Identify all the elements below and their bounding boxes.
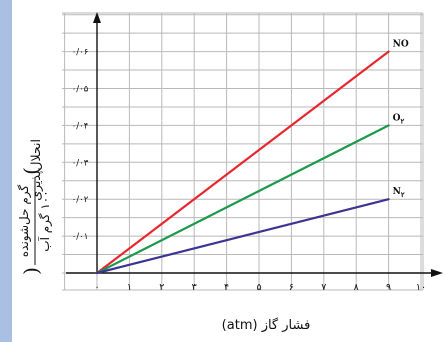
y-tick-label: ۰/۰۱ [72,232,89,242]
series-labels: NO O۲ N۲ [393,40,409,200]
x-axis-arrowhead [431,269,443,277]
y-axis-arrowhead [93,12,101,23]
x-tick-label: ۸ [354,282,359,293]
x-tick-label: ۴ [224,282,229,293]
y-axis-title-main: انحلال‌پذیری [28,139,44,201]
y-axis-title-numerator: گرم حل‌شونده [17,185,32,258]
series-line-o [95,124,390,275]
y-tick-label: ۰/۰۳ [72,158,89,168]
x-axis-title: فشار گاز (atm) [222,317,311,333]
y-axis-title: انحلال‌پذیری گرم حل‌شونده ۱۰۰ گرم آب ( ) [17,139,53,275]
series-label-o: O۲ [393,113,405,125]
y-axis-title-paren-right: ( [19,167,43,175]
y-tick-label: ۰/۰۶ [72,48,89,58]
grid [62,12,424,291]
series-line-n [95,198,390,275]
left-accent-strip [0,0,12,342]
x-tick-label: ۲ [159,282,164,293]
series-label-no: NO [393,40,409,50]
y-tick-label: ۰/۰۴ [72,121,89,131]
x-tick-label: ۳ [192,282,197,293]
x-tick-label: ۵ [256,282,261,293]
y-tick-label: ۰/۰۵ [72,85,89,95]
series-label-n: N۲ [393,187,405,199]
y-tick-label: ۰/۰۲ [72,195,89,205]
x-tick-label: ۱۰ [416,282,426,293]
x-tick-labels: ۰ ۱ ۲ ۳ ۴ ۵ ۶ ۷ ۸ ۹ ۱۰ [94,282,426,293]
x-tick-label: ۹ [386,282,391,293]
x-tick-label: ۶ [289,282,294,293]
axes [66,12,443,277]
y-tick-labels: ۰/۰۱ ۰/۰۲ ۰/۰۳ ۰/۰۴ ۰/۰۵ ۰/۰۶ [72,48,89,243]
x-tick-label: ۷ [321,282,326,293]
y-axis-title-paren-left: ) [19,267,43,275]
series-line-no [95,50,390,275]
x-tick-label: ۱ [127,282,132,293]
series-lines [95,50,390,275]
x-tick-label: ۰ [94,282,99,293]
y-axis-title-denominator: ۱۰۰ گرم آب [37,190,53,251]
